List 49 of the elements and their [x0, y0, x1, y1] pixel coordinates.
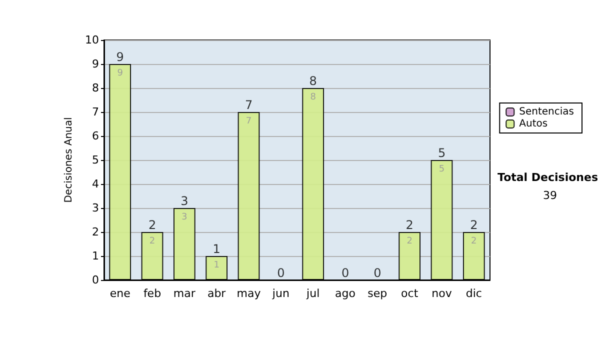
- text: 39: [543, 189, 558, 202]
- legend-label: Sentencias: [519, 106, 574, 118]
- x-tick-label: dic: [466, 287, 482, 300]
- x-tick-label: may: [236, 287, 262, 300]
- x-tick-label: oct: [401, 287, 419, 300]
- data-label: 8: [310, 92, 316, 102]
- y-tick-label: 0: [92, 274, 99, 286]
- data-label: 2: [471, 236, 477, 246]
- total-label: 0: [341, 266, 350, 280]
- y-axis-title: Decisiones Anual: [64, 117, 75, 203]
- x-tick-label: jul: [306, 287, 320, 300]
- y-tick-label: 10: [85, 34, 99, 46]
- total-label: 8: [309, 74, 317, 88]
- data-label: 9: [117, 68, 124, 78]
- y-tick-label: 6: [92, 130, 99, 142]
- y-tick-label: 8: [92, 82, 99, 94]
- y-tick-label: 5: [92, 154, 99, 166]
- total-label: 9: [116, 50, 124, 64]
- data-label: 1: [214, 260, 220, 270]
- x-tick-label: ago: [335, 287, 356, 300]
- total-label: 7: [244, 98, 253, 112]
- text: Total Decisiones: [498, 171, 598, 184]
- data-label: 2: [149, 236, 156, 246]
- x-tick-label: sep: [368, 287, 388, 300]
- total-label: 2: [470, 218, 478, 232]
- total-label: 0: [277, 266, 285, 280]
- data-label: 7: [246, 116, 252, 126]
- data-label: 3: [182, 212, 188, 222]
- y-tick-label: 1: [92, 250, 99, 262]
- y-tick-label: 9: [92, 58, 99, 70]
- total-label: 3: [180, 194, 188, 208]
- x-tick-label: jun: [271, 287, 290, 300]
- total-label: 2: [148, 218, 156, 232]
- x-tick-label: ene: [110, 287, 131, 300]
- legend-label: Autos: [519, 118, 548, 130]
- total-label: 0: [374, 266, 382, 280]
- x-tick-label: nov: [432, 287, 452, 300]
- total-label: 1: [212, 242, 220, 256]
- total-label: 5: [438, 146, 446, 160]
- x-tick-label: abr: [207, 287, 226, 300]
- y-tick-label: 4: [92, 178, 99, 190]
- y-tick-label: 2: [92, 226, 99, 238]
- data-label: 2: [406, 236, 412, 246]
- x-tick-label: feb: [143, 287, 162, 300]
- y-tick-label: 7: [92, 106, 99, 118]
- x-tick-label: mar: [173, 287, 196, 300]
- data-label: 5: [438, 164, 445, 174]
- y-tick-label: 3: [92, 202, 99, 214]
- total-label: 2: [406, 218, 414, 232]
